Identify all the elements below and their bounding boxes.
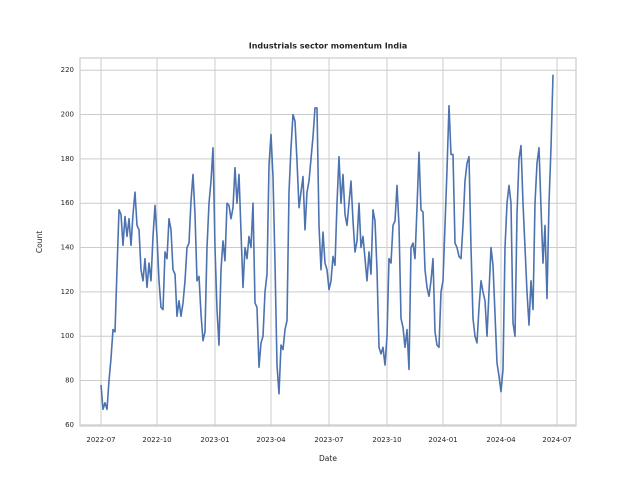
- y-tick-label: 160: [61, 199, 74, 207]
- y-tick-label: 120: [61, 288, 74, 296]
- x-tick-label: 2022-10: [142, 436, 171, 444]
- x-tick-label: 2023-04: [256, 436, 286, 444]
- x-tick-label: 2023-07: [314, 436, 343, 444]
- x-tick-label: 2024-04: [486, 436, 516, 444]
- plot-frame: [79, 57, 577, 427]
- x-tick-label: 2023-01: [200, 436, 229, 444]
- x-axis-label: Date: [319, 454, 337, 463]
- line: [100, 74, 554, 411]
- y-tick-label: 100: [61, 332, 74, 340]
- y-tick-label: 60: [65, 421, 74, 429]
- y-tick-label: 200: [61, 111, 74, 119]
- x-tick-label: 2024-01: [428, 436, 457, 444]
- y-tick-label: 180: [61, 155, 74, 163]
- y-tick-label: 220: [61, 66, 74, 74]
- y-axis-label: Count: [35, 231, 44, 253]
- x-tick-label: 2022-07: [86, 436, 115, 444]
- chart-title: Industrials sector momentum India: [249, 42, 408, 51]
- y-tick-label: 80: [65, 377, 74, 385]
- x-tick-label: 2024-07: [542, 436, 571, 444]
- y-tick-label: 140: [61, 244, 74, 252]
- x-tick-label: 2023-10: [372, 436, 401, 444]
